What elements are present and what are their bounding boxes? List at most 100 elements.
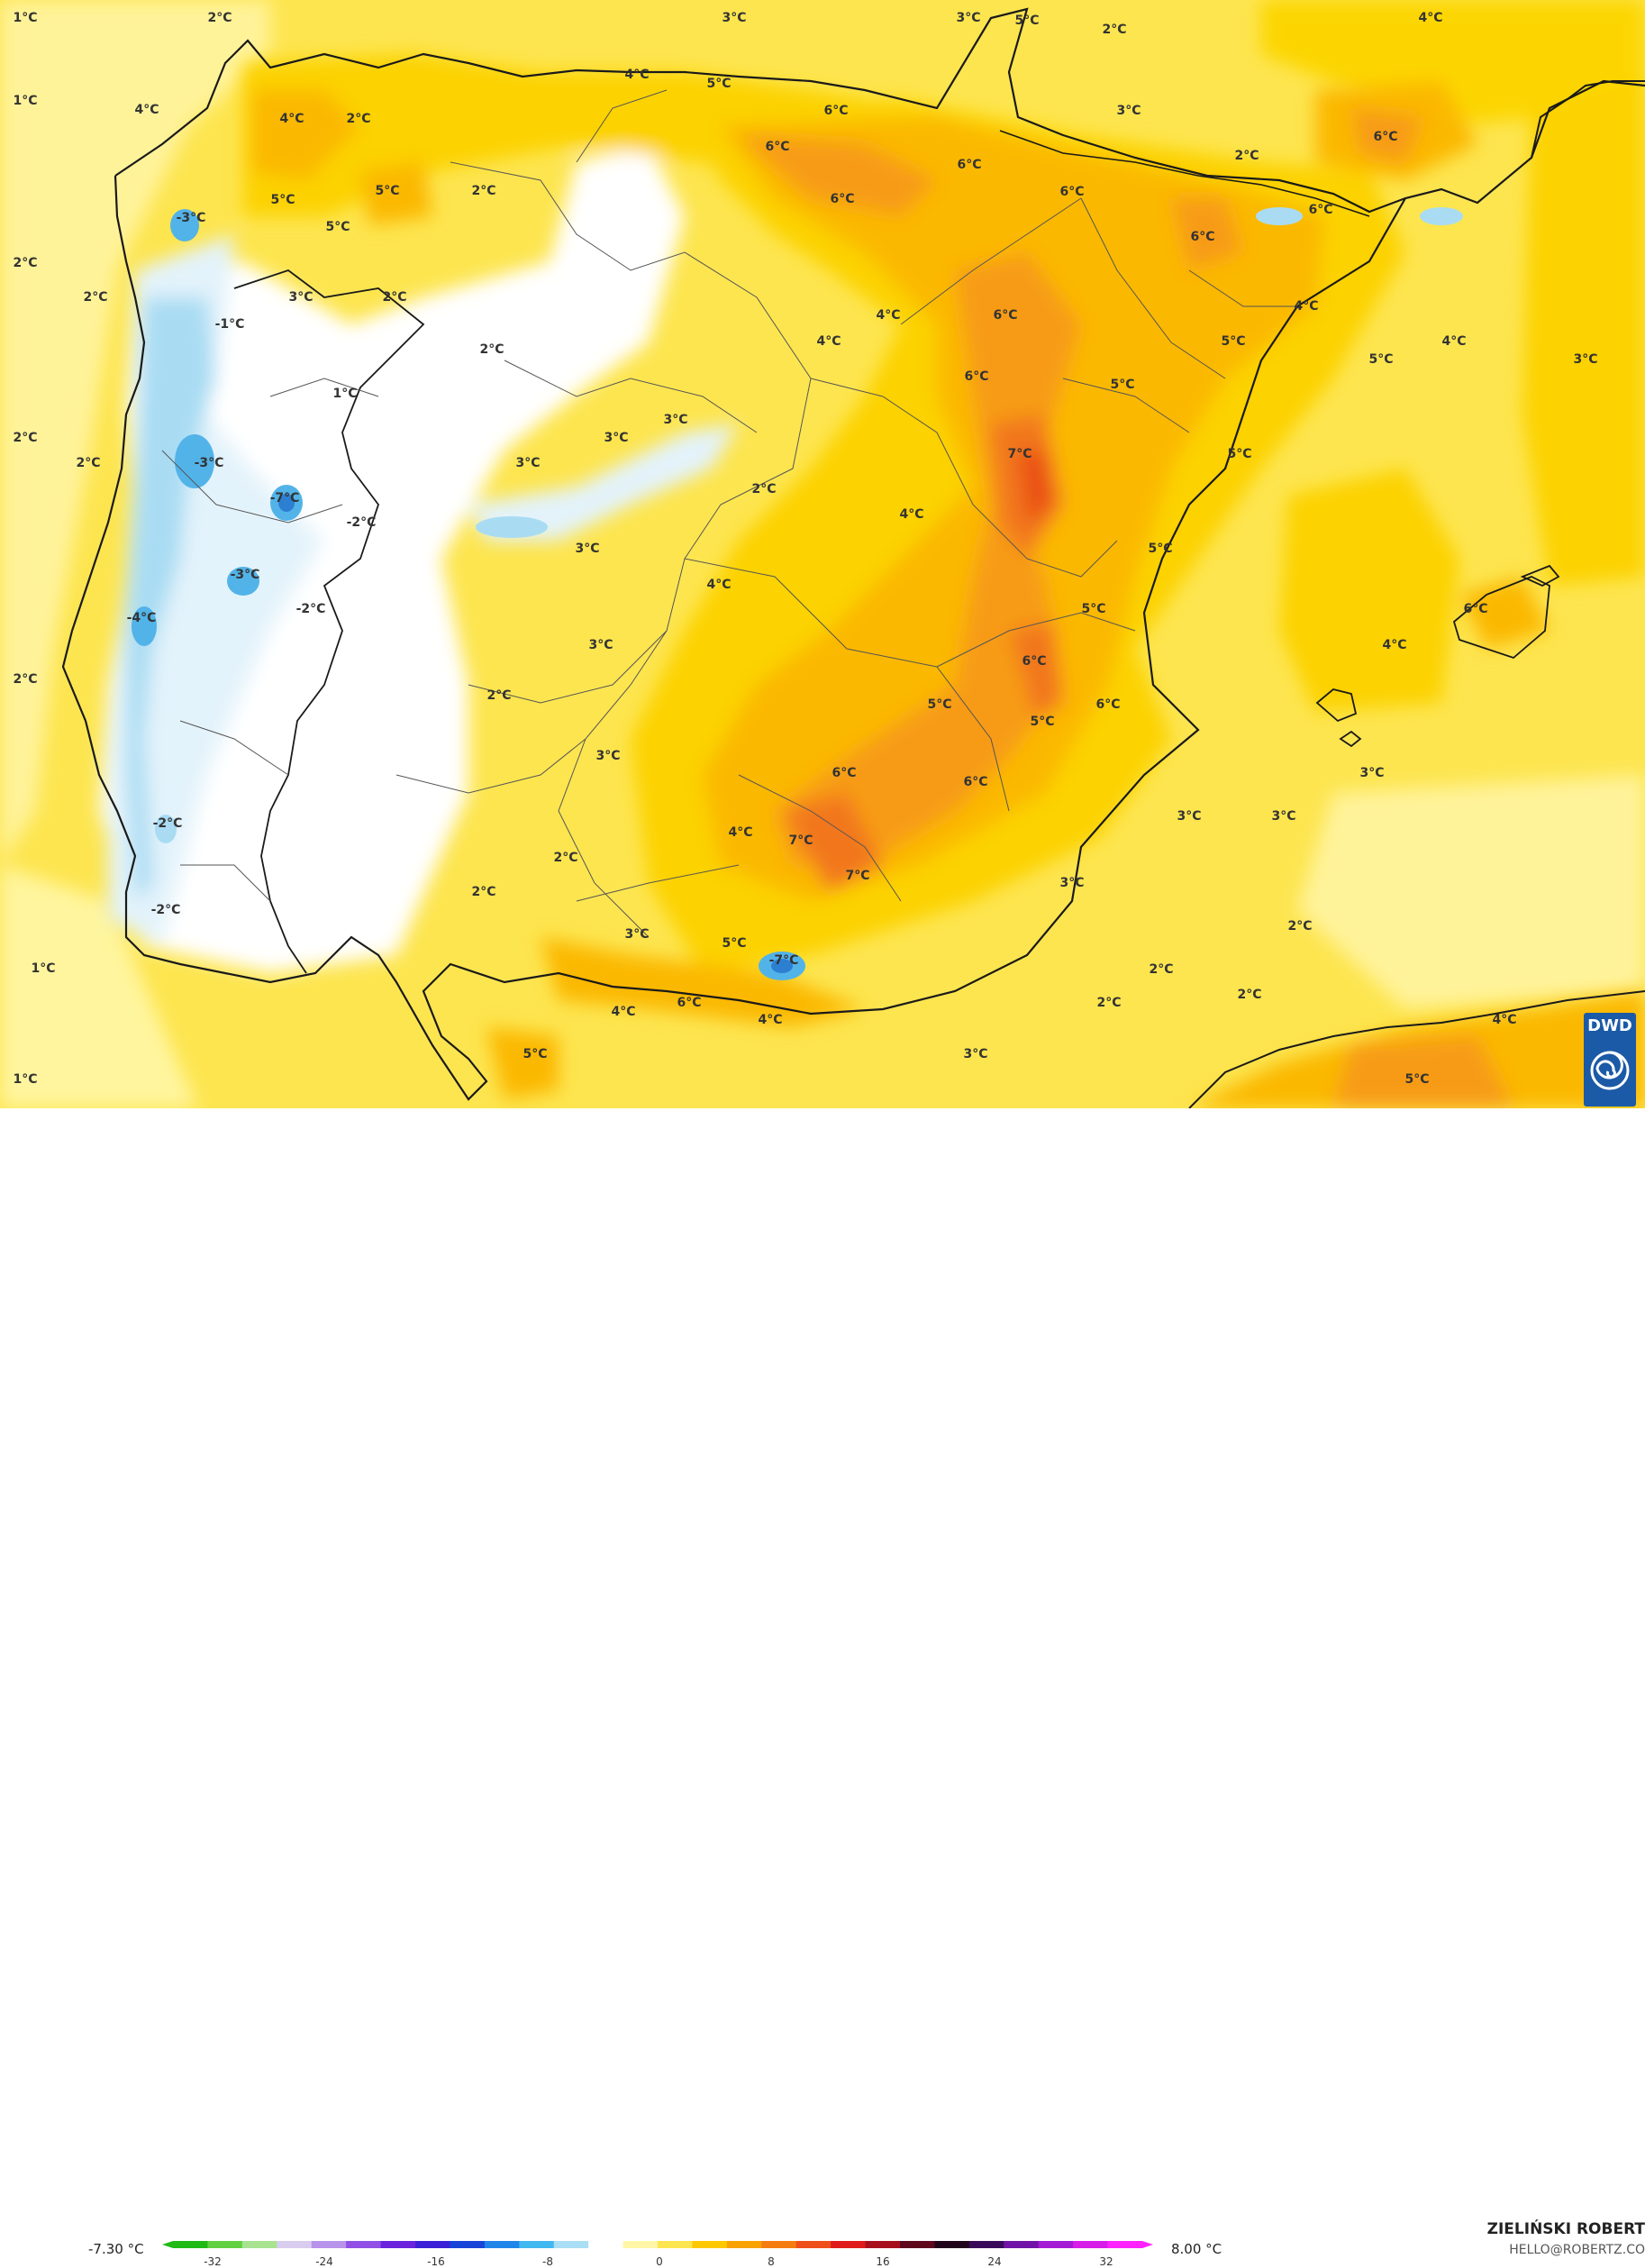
temperature-label: 3°C [588,638,613,652]
colorbar-swatch [726,2241,762,2248]
temperature-label: 2°C [471,885,495,899]
temperature-label: 1°C [13,94,37,108]
temperature-label: -3°C [177,211,206,225]
colorbar-swatch [311,2241,347,2248]
colorbar-swatch [415,2241,450,2248]
colorbar-swatch [1107,2241,1143,2248]
temperature-label: -3°C [195,456,224,470]
colorbar-max-label: 8.00 °C [1171,2241,1222,2257]
temperature-label: 6°C [1190,230,1214,244]
temperature-label: 2°C [553,851,577,865]
temperature-label: 4°C [624,68,649,82]
colorbar-swatch [484,2241,520,2248]
temperature-label: 4°C [611,1005,635,1019]
temperature-label: 5°C [1081,602,1105,616]
temperature-label: 1°C [13,11,37,25]
temperature-label: 4°C [728,825,752,840]
colorbar-tick-label: 8 [768,2255,775,2268]
temperature-label: 2°C [13,672,37,687]
temperature-label: 3°C [1359,766,1384,780]
temperature-label: 3°C [288,290,313,305]
sea-zones [0,0,1645,1108]
temperature-label: 2°C [1234,149,1259,163]
temperature-label: 3°C [722,11,746,25]
temperature-label: 3°C [595,749,620,763]
colorbar-tick-label: 24 [987,2255,1002,2268]
colorbar-swatch [795,2241,832,2248]
temperature-label: -1°C [215,317,245,332]
temperature-label: 2°C [382,290,406,305]
colorbar-swatch [658,2241,693,2248]
colorbar-tick-label: -8 [542,2255,553,2268]
temperature-label: 4°C [1441,334,1466,349]
temperature-map: 1°C 2°C 3°C 3°C 5°C 2°C 4°C 1°C 4°C 4°C 2°C 4°C 5°C 6… [0,0,1645,1108]
temperature-label: 5°C [1014,14,1039,28]
temperature-label: 5°C [1148,542,1172,556]
temperature-label: 6°C [963,775,987,789]
temperature-label: 2°C [1149,962,1173,977]
temperature-label: 4°C [134,103,159,117]
temperature-label: 4°C [1382,638,1406,652]
temperature-label: 5°C [375,184,399,198]
temperature-label: -7°C [769,953,799,968]
temperature-label: 5°C [706,77,731,91]
colorbar-tick-label: -32 [204,2255,222,2268]
france-coastline [1531,80,1645,159]
temperature-label: 3°C [1116,104,1141,118]
colorbar-swatch [519,2241,555,2248]
temperature-label: 2°C [1102,23,1126,37]
temperature-label: 5°C [1404,1072,1429,1087]
colorbar-swatch [450,2241,486,2248]
colorbar-swatch [865,2241,901,2248]
temperature-label: 6°C [1463,602,1487,616]
temperature-label: 7°C [788,833,813,848]
temperature-label: -2°C [153,816,183,831]
temperature-label: 4°C [1294,299,1318,314]
colorbar-swatch [588,2241,624,2248]
temperature-label: 6°C [1373,130,1397,144]
colorbar-swatch [553,2241,589,2248]
colorbar-min-label: -7.30 °C [88,2241,144,2257]
temperature-label: 1°C [31,961,55,976]
temperature-label: 2°C [751,482,776,496]
colorbar-swatch [1004,2241,1040,2248]
author-credit: ZIELIŃSKI ROBERT [1486,2220,1645,2238]
colorbar-swatch [692,2241,728,2248]
iberia-coastline [61,7,1645,1101]
temperature-label: 5°C [1221,334,1245,349]
temperature-label: 7°C [1007,447,1032,461]
temperature-label: 3°C [663,413,687,427]
north-africa-coastline [1188,990,1645,1108]
temperature-label: 6°C [823,104,848,118]
temperature-label: 4°C [758,1013,782,1027]
temperature-label: 2°C [1096,996,1121,1010]
colorbar-swatch [761,2241,797,2248]
temperature-label: 4°C [899,507,923,522]
temperature-label: 5°C [523,1047,547,1061]
temperature-label: 6°C [830,192,854,206]
temperature-label: 5°C [927,697,951,712]
temperature-label: 1°C [13,1072,37,1087]
temperature-label: -4°C [127,611,157,625]
temperature-label: 6°C [993,308,1017,323]
colorbar-swatch [207,2241,243,2248]
temperature-label: -3°C [231,568,260,582]
colorbar-swatch [900,2241,935,2248]
temperature-label: 6°C [1059,185,1084,199]
temperature-label: -2°C [347,515,377,530]
temperature-label: 6°C [1308,203,1332,217]
temperature-label: 6°C [1095,697,1120,712]
colorbar-swatch [277,2241,313,2248]
temperature-label: 5°C [722,936,746,951]
temperature-label: 2°C [1287,919,1312,934]
colorbar-swatch [968,2241,1004,2248]
temperature-label: 6°C [832,766,856,780]
temperature-label: 3°C [624,927,649,942]
dwd-logo: DWD [1584,1013,1636,1107]
temperature-label: 3°C [604,431,628,445]
colorbar-swatch [1073,2241,1109,2248]
temperature-label: 5°C [1368,352,1393,367]
temperature-label: 3°C [956,11,980,25]
temperature-label: 3°C [515,456,540,470]
temperature-label: 2°C [13,256,37,270]
